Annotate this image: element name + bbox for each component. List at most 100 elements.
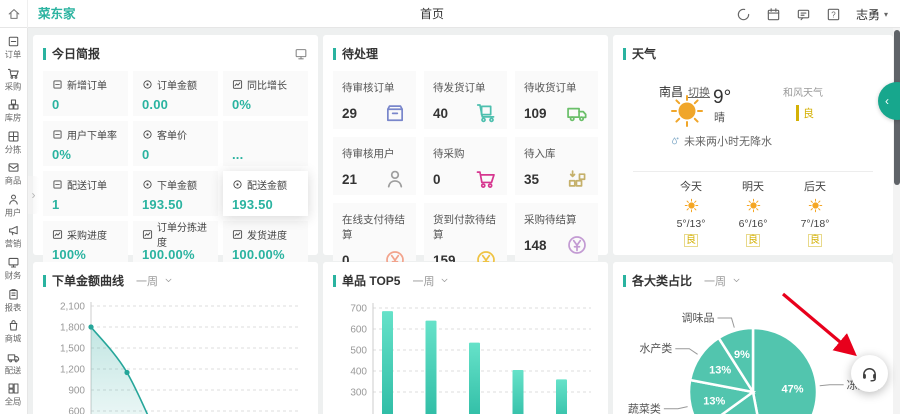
- sun-icon: [669, 93, 705, 129]
- screen-icon[interactable]: [294, 47, 308, 61]
- metric-placed-amount[interactable]: 下单金额 193.50: [133, 171, 218, 216]
- metric-loading-metric[interactable]: ...: [223, 121, 308, 166]
- sidebar-item-warehouse[interactable]: 库房: [4, 98, 22, 130]
- metric-value: 100.00%: [232, 247, 285, 262]
- weather-title: 天气: [632, 47, 657, 61]
- sidebar-item-delivery[interactable]: 配送: [4, 351, 22, 383]
- line-chart-period-select[interactable]: 一周: [136, 273, 173, 289]
- refresh-icon[interactable]: [736, 7, 751, 22]
- sidebar-item-finance[interactable]: 财务: [4, 256, 22, 288]
- sidebar-item-users[interactable]: 用户: [4, 193, 22, 225]
- svg-text:300: 300: [350, 388, 367, 399]
- forecast-aqi: 良: [684, 234, 698, 247]
- forecast-明天: 明天 6°/16° 良: [733, 178, 773, 248]
- weather-switch-link[interactable]: 切换: [688, 87, 711, 99]
- sidebar-item-mall[interactable]: 商城: [4, 319, 22, 351]
- sidebar-item-reports[interactable]: 报表: [4, 288, 22, 320]
- forecast-range: 7°/18°: [800, 218, 830, 230]
- app-logo[interactable]: 菜东家: [38, 7, 76, 21]
- bar-chart-period-select[interactable]: 一周: [412, 273, 449, 289]
- sidebar-item-orders[interactable]: 订单: [4, 35, 22, 67]
- svg-text:13%: 13%: [709, 365, 731, 377]
- pending-value: 0: [342, 252, 350, 268]
- home-icon[interactable]: [0, 0, 28, 28]
- doc-icon: [52, 129, 63, 140]
- weather-aqi: 良: [796, 105, 814, 121]
- chevron-left-icon: ‹: [885, 94, 889, 108]
- nav-home-tab[interactable]: 首页: [420, 7, 445, 21]
- metric-delivery-amount[interactable]: 配送金额 193.50: [223, 171, 308, 216]
- svg-text:400: 400: [350, 367, 367, 378]
- sidebar-item-label: 用户: [5, 208, 22, 218]
- mall-icon: [7, 319, 20, 332]
- user-menu[interactable]: 志勇 ▾: [856, 6, 888, 23]
- topbar-actions: ? 志勇 ▾: [736, 0, 888, 28]
- metric-purchase-progress[interactable]: 采购进度 100%: [43, 221, 128, 266]
- trend-icon: [142, 229, 153, 240]
- message-icon[interactable]: [796, 7, 811, 22]
- metric-value: 0: [142, 147, 150, 162]
- bar-chart-title: 单品 TOP5: [342, 274, 401, 288]
- notes-icon[interactable]: [766, 7, 781, 22]
- pending-purchase-settle[interactable]: 采购待结算 148: [515, 203, 598, 261]
- top5-bar-chart: 700 600 500 400 300: [350, 303, 591, 414]
- metric-new-orders[interactable]: 新增订单 0: [43, 71, 128, 116]
- pending-orders-to-receive[interactable]: 待收货订单 109: [515, 71, 598, 129]
- line-chart-title: 下单金额曲线: [52, 274, 125, 288]
- metric-shipping-progress[interactable]: 发货进度 100.00%: [223, 221, 308, 266]
- sidebar-expand-handle[interactable]: ›: [28, 176, 39, 214]
- droplet-icon: [669, 136, 680, 147]
- metric-value: 0%: [232, 97, 252, 112]
- sidebar-item-marketing[interactable]: 营销: [4, 224, 22, 256]
- chevron-down-icon: [732, 276, 741, 285]
- metric-delivery-orders[interactable]: 配送订单 1: [43, 171, 128, 216]
- pie-chart-period-select[interactable]: 一周: [704, 273, 741, 289]
- target-icon: [142, 79, 153, 90]
- metric-value: 0.00: [142, 97, 169, 112]
- box-icon: [383, 102, 407, 124]
- support-button[interactable]: [851, 355, 888, 392]
- forecast-day: 后天: [804, 181, 826, 193]
- sidebar: 订单采购库房分拣 商品用户营销 财务报表商城配送全局: [0, 28, 28, 414]
- sidebar-item-sorting[interactable]: 分拣: [4, 130, 22, 162]
- metric-label: 配送金额: [247, 180, 287, 192]
- metric-order-amount[interactable]: 订单金额 0.00: [133, 71, 218, 116]
- sidebar-item-goods[interactable]: 商品: [4, 161, 22, 193]
- metric-yoy-growth[interactable]: 同比增长 0%: [223, 71, 308, 116]
- sidebar-item-label: 订单: [5, 50, 22, 60]
- pending-label: 货到付款待结算: [433, 214, 496, 241]
- metric-avg-order-value[interactable]: 客单价 0: [133, 121, 218, 166]
- help-icon[interactable]: ?: [826, 7, 841, 22]
- pending-to-inbound[interactable]: 待入库 35: [515, 137, 598, 195]
- weather-card: 天气 南昌 切换 和风天气 9° 晴 良 未来两小时无降水 今天 5°/13° 良明天…: [613, 35, 893, 255]
- metric-sorting-progress[interactable]: 订单分拣进度 100.00%: [133, 221, 218, 266]
- goods-icon: [7, 161, 20, 174]
- forecast-day: 明天: [742, 181, 764, 193]
- order-amount-curve-card: 下单金额曲线 一周 2,100 1,800 1,500 1,200 900 600: [33, 262, 318, 414]
- sidebar-item-label: 库房: [5, 113, 22, 123]
- sidebar-item-global[interactable]: 全局: [4, 382, 22, 414]
- sidebar-item-label: 报表: [5, 302, 22, 313]
- svg-text:13%: 13%: [703, 396, 725, 408]
- metric-user-order-rate[interactable]: 用户下单率 0%: [43, 121, 128, 166]
- sidebar-item-label: 配送: [5, 366, 22, 376]
- side-panel-toggle[interactable]: ‹: [878, 82, 900, 120]
- sidebar-item-purchase[interactable]: 采购: [4, 67, 22, 99]
- pending-to-purchase[interactable]: 待采购 0: [424, 137, 507, 195]
- title-bar: [43, 274, 46, 287]
- pending-orders-to-review[interactable]: 待审核订单 29: [333, 71, 416, 129]
- chevron-down-icon: [440, 276, 449, 285]
- trend-icon: [232, 229, 243, 240]
- pending-online-pay-settle[interactable]: 在线支付待结算 0: [333, 203, 416, 269]
- user-icon: [383, 168, 407, 190]
- pending-users-to-review[interactable]: 待审核用户 21: [333, 137, 416, 195]
- metric-value: 100%: [52, 247, 87, 262]
- briefing-card: 今日简报 新增订单 0 订单金额 0.00 同比增长 0% 用户下单率 0% 客单价 0... 配送…: [33, 35, 318, 266]
- target-icon: [142, 129, 153, 140]
- pending-value: 21: [342, 171, 358, 187]
- pending-card: 待处理 待审核订单 29 待发货订单 40 待收货订单 109 待审核用户 21 待采购 0 待入库…: [323, 35, 608, 269]
- pending-cod-settle[interactable]: 货到付款待结算 159: [424, 203, 507, 269]
- pending-orders-to-ship[interactable]: 待发货订单 40: [424, 71, 507, 129]
